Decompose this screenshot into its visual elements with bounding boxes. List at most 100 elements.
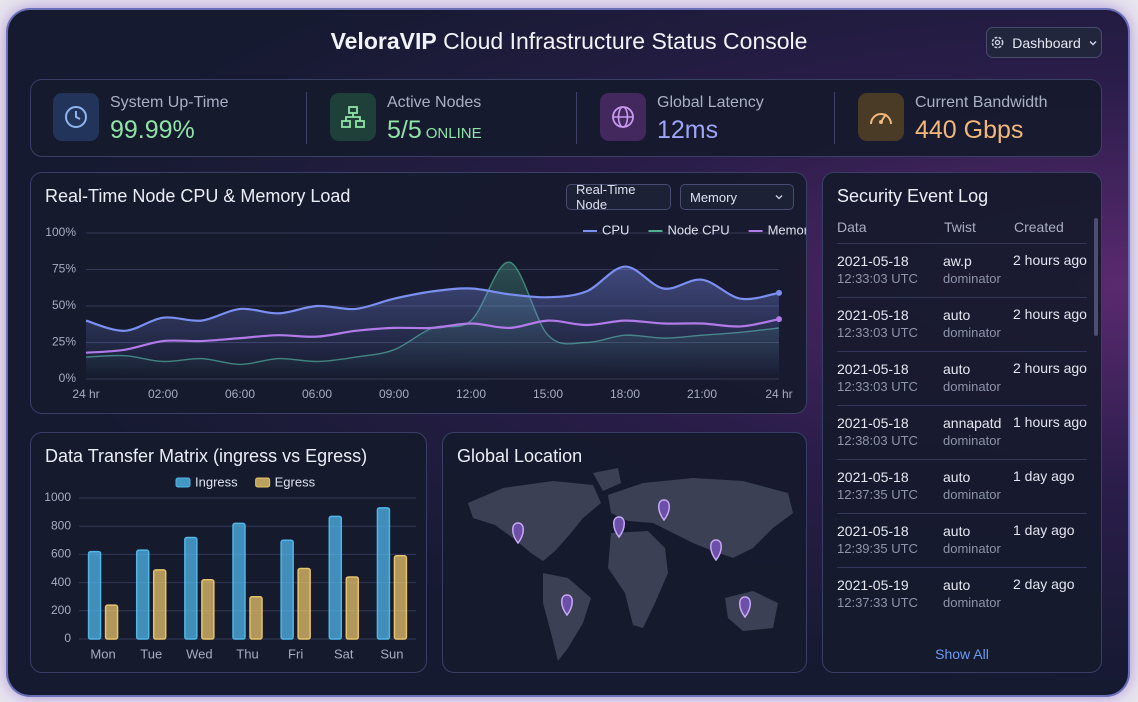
y-tick-label: 1000 — [44, 490, 71, 504]
x-tick-label: 21:00 — [687, 387, 717, 401]
legend-swatch — [255, 477, 271, 488]
bar — [152, 569, 167, 640]
title-text: Cloud Infrastructure Status Console — [443, 28, 808, 54]
series-line — [85, 318, 780, 354]
event-time: 12:38:03 UTC — [837, 433, 918, 448]
dashboard-button[interactable]: Dashboard — [986, 27, 1102, 58]
end-dot — [776, 289, 782, 296]
bar — [201, 579, 215, 640]
event-group: dominator — [943, 325, 1001, 340]
cell: aw.p dominator — [943, 252, 1013, 288]
legend-swatch — [175, 477, 191, 488]
event-created: 1 day ago — [1013, 522, 1075, 538]
column-header: Data — [837, 219, 867, 235]
kpi-value: 5/5 ONLINE — [387, 116, 482, 145]
legend-label: CPU — [602, 222, 629, 237]
event-twist: aw.p — [943, 253, 972, 269]
metric-select[interactable]: Memory — [680, 184, 794, 210]
cell: auto dominator — [943, 360, 1013, 396]
pin — [658, 499, 670, 522]
event-time: 12:37:33 UTC — [837, 595, 918, 610]
event-twist: auto — [943, 577, 971, 593]
scrollbar — [1094, 218, 1098, 336]
clock-icon — [65, 106, 87, 128]
event-date: 2021-05-18 — [837, 307, 909, 323]
kpi-icon — [53, 93, 99, 141]
log-row: 2021-05-18 12:33:03 UTC aw.p dominator 2 hou… — [837, 243, 1087, 297]
event-date: 2021-05-18 — [837, 415, 909, 431]
event-date: 2021-05-19 — [837, 577, 909, 593]
pin — [613, 516, 625, 539]
x-tick-label: 12:00 — [456, 387, 486, 401]
kpi-number: 5/5 — [387, 116, 422, 144]
event-time: 12:33:03 UTC — [837, 379, 918, 394]
log-row: 2021-05-19 12:37:33 UTC auto dominator 2 day… — [837, 567, 1087, 621]
cell: annapatd dominator — [943, 414, 1013, 450]
cell: auto dominator — [943, 306, 1013, 342]
bar — [249, 595, 263, 640]
cell: auto dominator — [943, 522, 1013, 558]
event-twist: auto — [943, 361, 971, 377]
log-row: 2021-05-18 12:33:03 UTC auto dominator 2 hou… — [837, 297, 1087, 351]
event-time: 12:37:35 UTC — [837, 487, 918, 502]
bar — [135, 549, 150, 640]
bar — [393, 555, 408, 640]
event-created: 2 hours ago — [1013, 252, 1087, 268]
event-twist: auto — [943, 469, 971, 485]
page-title: VeloraVIP Cloud Infrastructure Status Co… — [0, 28, 1138, 55]
legend-label: Ingress — [195, 474, 238, 489]
control-label: Real-Time Node — [576, 182, 636, 212]
x-tick-label: 06:00 — [302, 387, 332, 401]
kpi-icon — [600, 93, 646, 141]
node-select[interactable]: Real-Time Node — [566, 182, 671, 212]
brand: VeloraVIP — [330, 28, 437, 54]
eurasia — [608, 478, 793, 558]
x-tick-label: Mon — [90, 646, 115, 661]
event-time: 12:33:03 UTC — [837, 271, 918, 286]
x-tick-label: 24 hr — [72, 387, 99, 401]
north-america — [468, 481, 601, 561]
x-tick-label: Wed — [186, 646, 213, 661]
kpi-icon — [330, 93, 376, 141]
cell: auto dominator — [943, 576, 1013, 612]
series-line — [85, 265, 780, 332]
bar — [345, 576, 360, 640]
world-map — [468, 468, 793, 661]
event-created: 2 hours ago — [1013, 306, 1087, 322]
bar — [104, 604, 119, 640]
column-header: Twist — [944, 219, 976, 235]
x-tick-label: 18:00 — [610, 387, 640, 401]
transfer-chart-card: 0 200 400 600 800 1000 Mon Tue Wed Thu Fri Sat Sun In… — [30, 432, 427, 673]
y-tick-label: 25% — [52, 335, 76, 349]
legend-label: Egress — [275, 474, 316, 489]
event-created: 1 day ago — [1013, 468, 1075, 484]
end-dot — [776, 316, 782, 323]
kpi-label: System Up-Time — [110, 94, 229, 111]
event-twist: auto — [943, 307, 971, 323]
event-date: 2021-05-18 — [837, 361, 909, 377]
bar — [280, 539, 294, 640]
log-row: 2021-05-18 12:37:35 UTC auto dominator 1 day… — [837, 459, 1087, 513]
kpi-value: 99.99% — [110, 116, 195, 144]
y-tick-label: 800 — [51, 518, 71, 532]
show-all-link[interactable]: Show All — [935, 646, 989, 662]
x-tick-label: 06:00 — [225, 387, 255, 401]
divider — [306, 92, 307, 144]
pin — [739, 596, 751, 619]
bar — [87, 550, 102, 640]
security-log-card: Security Event Log Data Twist Created 20… — [822, 172, 1102, 673]
south-america — [543, 573, 591, 661]
legend-label: Memory — [768, 222, 806, 237]
location-pins — [512, 499, 751, 619]
gear-icon — [991, 36, 1004, 49]
event-twist: annapatd — [943, 415, 1002, 431]
event-created: 2 day ago — [1013, 576, 1075, 592]
log-title: Security Event Log — [837, 186, 989, 206]
y-tick-label: 75% — [52, 262, 76, 276]
pin — [710, 539, 722, 562]
cell: 2021-05-18 12:33:03 UTC — [837, 360, 943, 396]
africa — [608, 531, 668, 628]
kpi-suffix: ONLINE — [425, 125, 482, 142]
chart-title: Real-Time Node CPU & Memory Load — [45, 186, 351, 206]
